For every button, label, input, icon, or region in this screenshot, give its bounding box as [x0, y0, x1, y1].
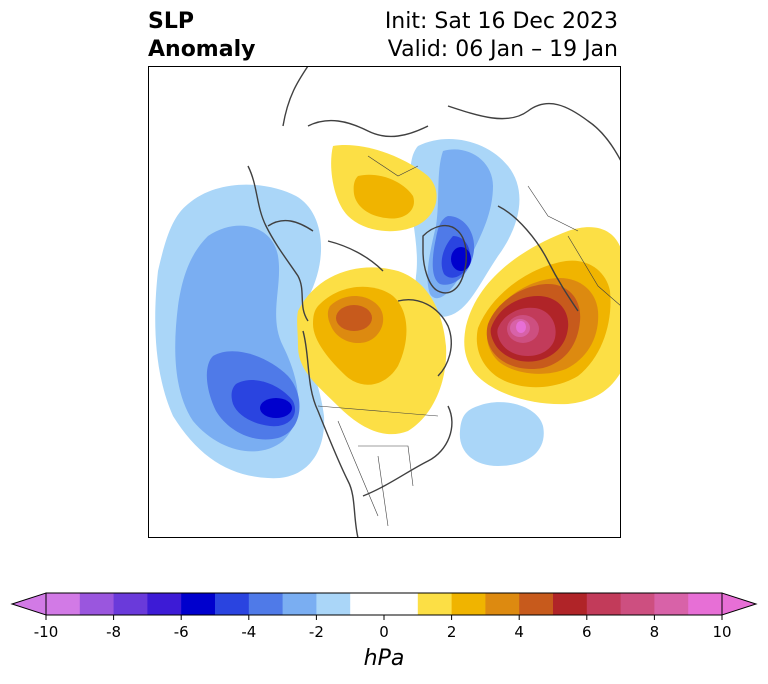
canada-high: [297, 267, 447, 435]
colorbar-unit-label: hPa: [363, 646, 405, 671]
colorbar-cell: [350, 593, 385, 615]
colorbar-cell: [113, 593, 148, 615]
coastlines: [247, 66, 621, 538]
map-title: SLP Anomaly: [148, 8, 255, 64]
colorbar-cell: [417, 593, 453, 615]
colorbar-cell: [451, 593, 486, 615]
pacific-low: [155, 184, 325, 479]
colorbar-cell: [215, 593, 250, 615]
colorbar-cell: [485, 593, 520, 615]
colorbar: -10 -8 -6 -4 -2 0 2 4 6 8 10: [10, 592, 758, 641]
colorbar-tick-label: -6: [174, 623, 189, 641]
init-date: Init: Sat 16 Dec 2023: [384, 9, 618, 34]
colorbar-cell: [282, 593, 317, 615]
colorbar-cell: [147, 593, 182, 615]
colorbar-tick-label: 4: [514, 623, 524, 641]
colorbar-tick-label: 8: [650, 623, 660, 641]
colorbar-cell: [553, 593, 588, 615]
borders: [317, 155, 621, 527]
colorbar-tick-label: 2: [447, 623, 457, 641]
greenland-low: [410, 138, 520, 317]
colorbar-cell: [688, 593, 723, 615]
title-line-1: SLP: [148, 9, 194, 34]
colorbar-tick-label: 6: [582, 623, 592, 641]
colorbar-cell: [46, 593, 81, 615]
colorbar-tick-label: 10: [712, 623, 731, 641]
colorbar-tick-label: 0: [379, 623, 389, 641]
colorbar-cell: [181, 593, 216, 615]
forecast-info: Init: Sat 16 Dec 2023 Valid: 06 Jan – 19…: [385, 8, 618, 64]
colorbar-cell: [248, 593, 284, 615]
arctic-high: [331, 145, 437, 232]
atlantic-low: [459, 402, 544, 466]
colorbar-extend-max: [721, 592, 758, 616]
colorbar-cell: [79, 593, 115, 615]
slp-anomaly-map: [148, 66, 621, 538]
colorbar-cell: [654, 593, 689, 615]
colorbar-cell: [316, 593, 351, 615]
colorbar-tick-label: -4: [241, 623, 256, 641]
colorbar-tick-label: -8: [106, 623, 121, 641]
colorbar-extend-min: [10, 592, 47, 616]
colorbar-cell: [620, 593, 655, 615]
colorbar-cell: [384, 593, 419, 615]
valid-range: Valid: 06 Jan – 19 Jan: [387, 37, 618, 62]
colorbar-tick-label: -10: [34, 623, 59, 641]
colorbar-cell: [586, 593, 622, 615]
scandinavia-high: [464, 227, 621, 405]
title-line-2: Anomaly: [148, 37, 256, 62]
colorbar-tick-label: -2: [309, 623, 324, 641]
colorbar-cell: [519, 593, 554, 615]
